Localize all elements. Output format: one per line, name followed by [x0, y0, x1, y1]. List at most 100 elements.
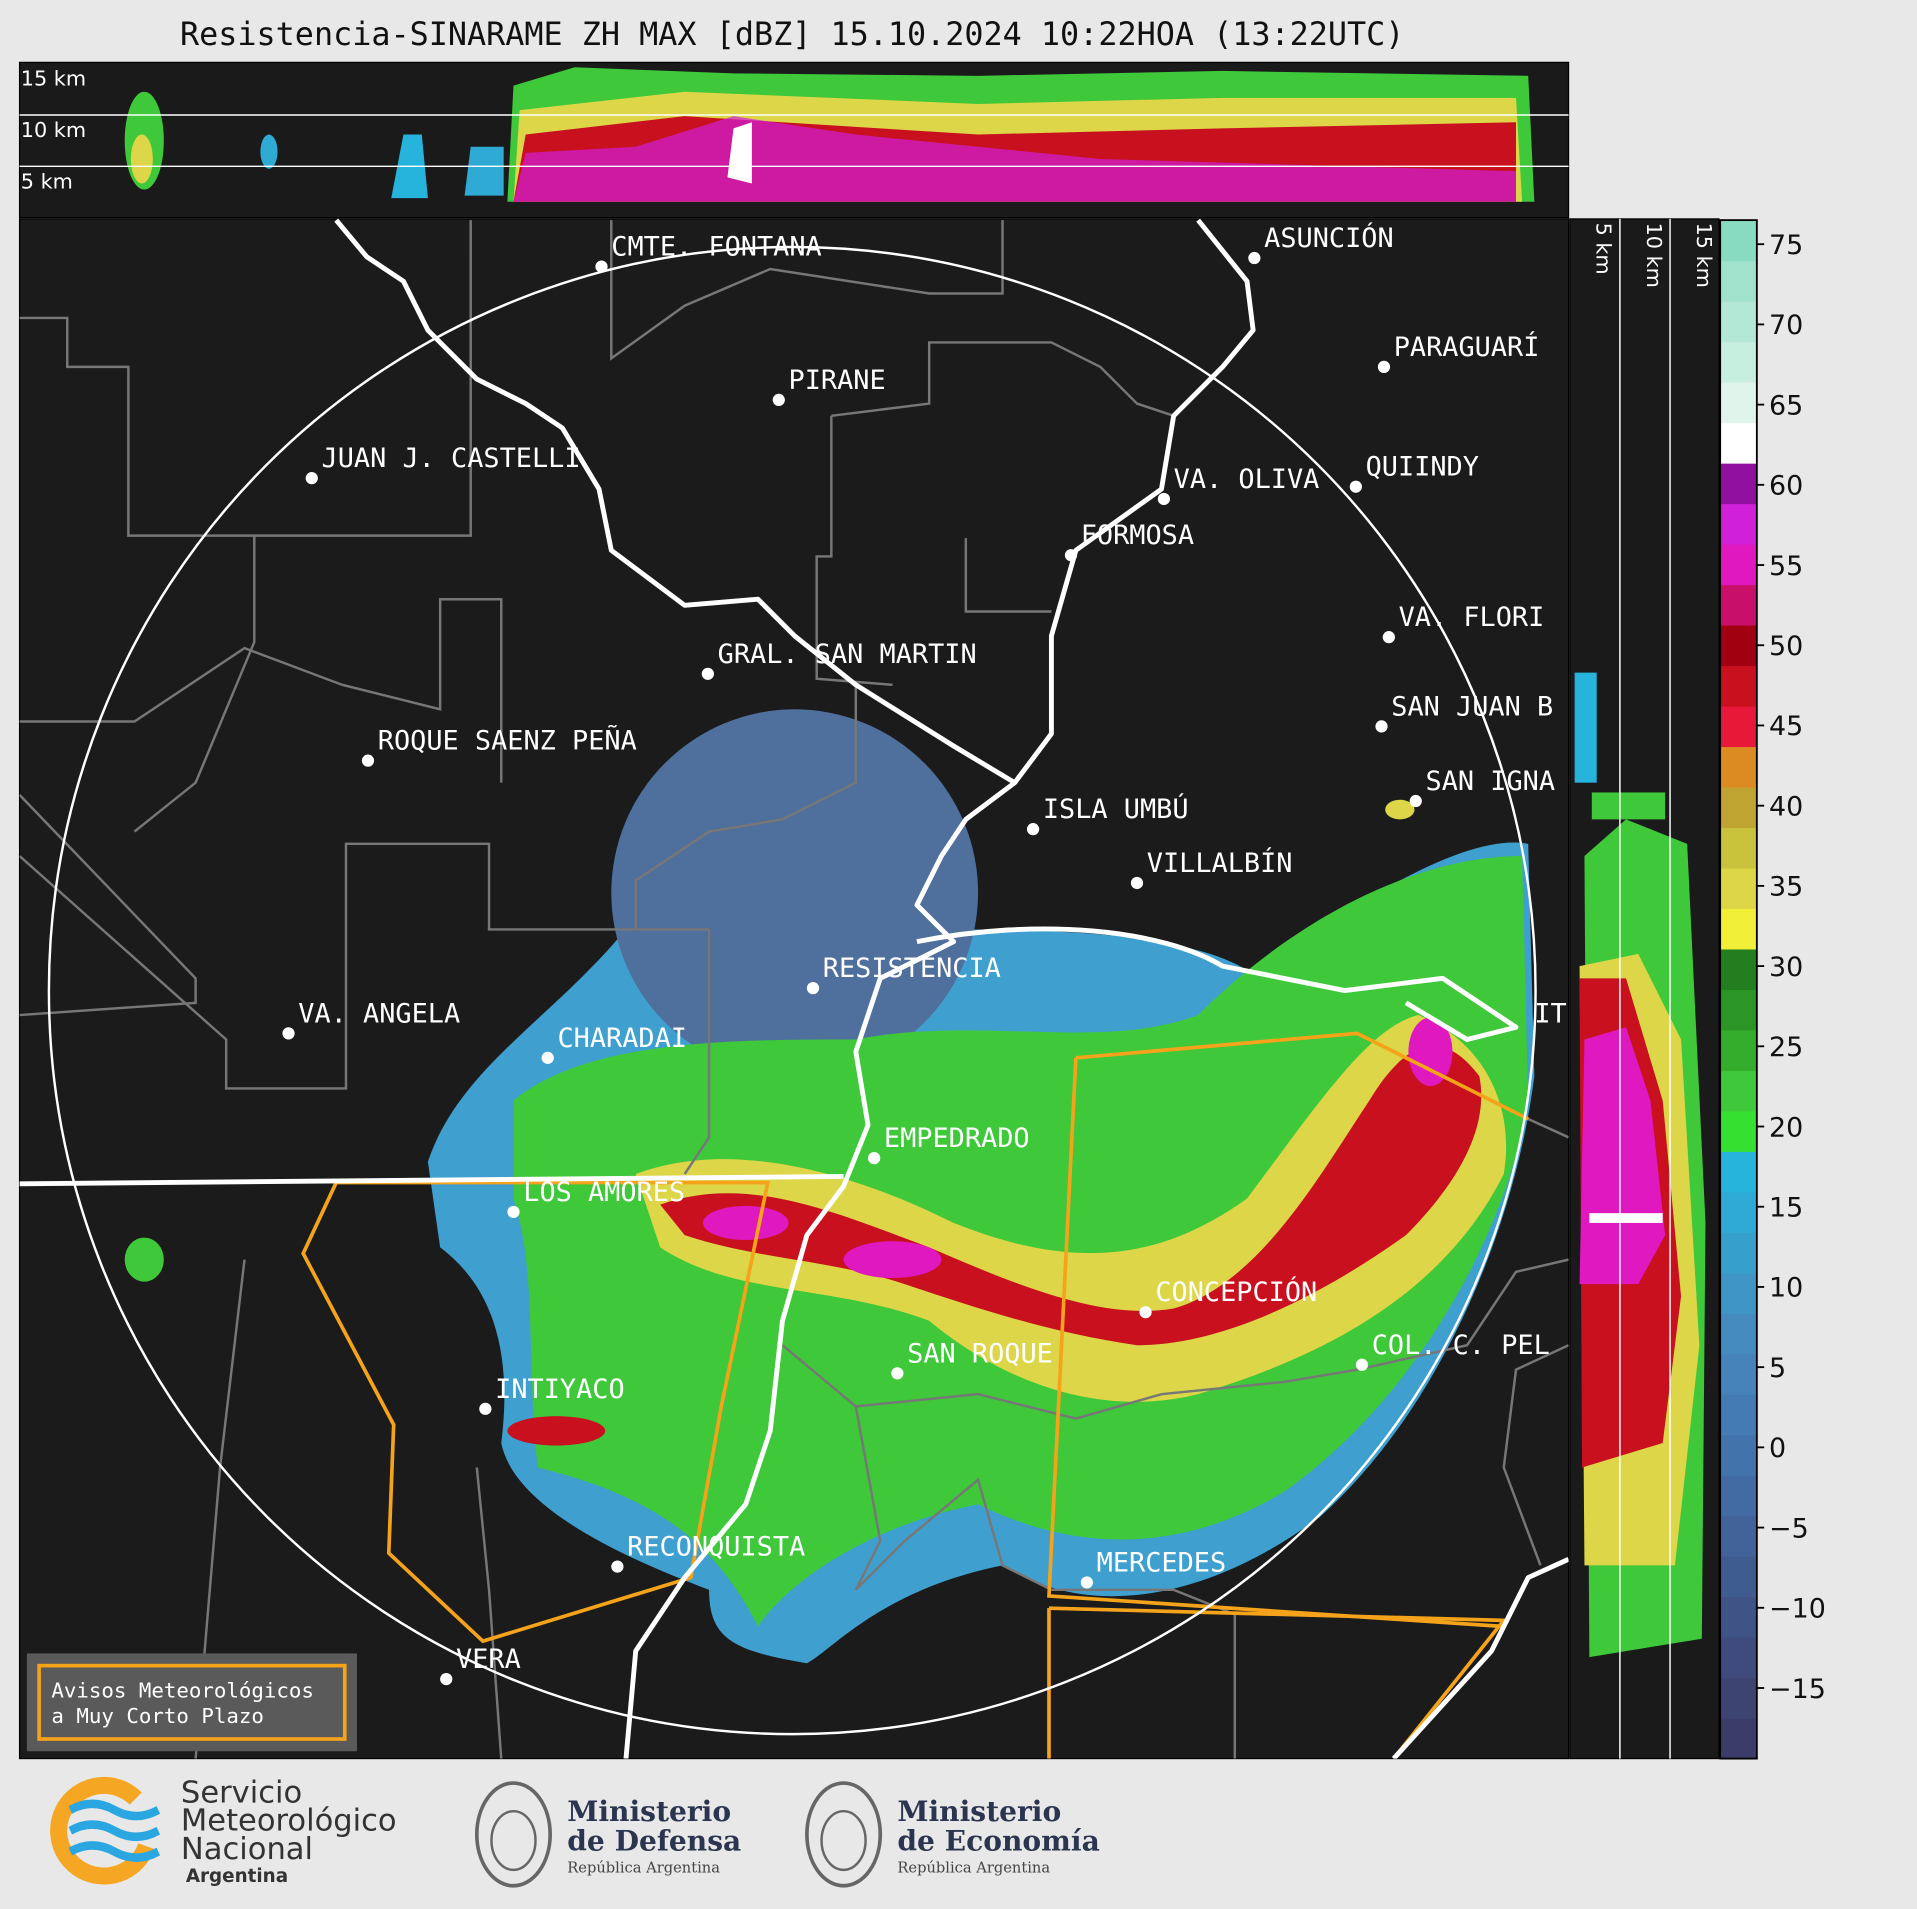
city-dot [701, 667, 714, 680]
colorbar-band [1720, 1556, 1757, 1598]
colorbar-tick-label: 5 [1769, 1353, 1786, 1384]
colorbar-tick-label: 10 [1769, 1273, 1803, 1304]
logo-text: de Defensa [567, 1824, 741, 1857]
warning-text: a Muy Corto Plazo [51, 1704, 264, 1728]
city-dot [1349, 480, 1362, 493]
city-label: LOS AMORES [523, 1177, 685, 1208]
city-dot [1377, 360, 1391, 373]
echo-yellow [130, 134, 153, 184]
logo-text: Servicio [181, 1776, 302, 1811]
echo-magenta [843, 1241, 942, 1278]
city-label: COL. C. PEL [1372, 1330, 1550, 1361]
echo-green [1591, 792, 1666, 820]
map: CMTE. FONTANA PIRANE JUAN J. CASTELLI ASUNC… [18, 218, 1570, 1760]
city-dot [1157, 492, 1171, 506]
city-dot [305, 472, 318, 485]
city-label: QUIINDY [1366, 452, 1479, 483]
colorbar-band [1720, 1110, 1757, 1152]
colorbar-band [1720, 1191, 1757, 1233]
colorbar-tick-label: 0 [1769, 1433, 1786, 1464]
warning-text: Avisos Meteorológicos [51, 1678, 314, 1702]
city-dot [1064, 549, 1078, 562]
seal [474, 1781, 552, 1888]
altitude-label: 10 km [1642, 223, 1666, 288]
city-label: GRAL. SAN MARTIN [718, 639, 977, 670]
echo-blue [464, 146, 504, 196]
logo-text: Ministerio [567, 1795, 731, 1828]
colorbar-tick-label: 55 [1769, 551, 1803, 582]
city-label: INTIYACO [495, 1374, 625, 1405]
colorbar-band [1720, 544, 1757, 586]
colorbar-tick-label: −5 [1769, 1513, 1809, 1544]
colorbar-band [1720, 1232, 1757, 1274]
colorbar-band [1720, 1029, 1757, 1071]
colorbar-tick-label: 35 [1769, 872, 1803, 903]
logo-text: República Argentina [897, 1859, 1050, 1876]
cities: CMTE. FONTANA PIRANE JUAN J. CASTELLI ASUNC… [282, 222, 1567, 1686]
colorbar-band [1720, 786, 1757, 829]
city-label: ISLA UMBÚ [1043, 793, 1189, 825]
city-label: CONCEPCIÓN [1155, 1276, 1317, 1308]
city-label: PIRANE [789, 365, 886, 396]
city-label: CMTE. FONTANA [611, 232, 821, 263]
colorbar-band [1720, 1677, 1757, 1719]
city-label: FORMOSA [1081, 520, 1194, 551]
borders [19, 220, 1569, 1759]
city-label: VA. FLORI [1399, 602, 1545, 633]
echo-green [124, 1237, 164, 1282]
city-label: VERA [456, 1644, 521, 1675]
colorbar-band [1720, 1272, 1757, 1314]
colorbar-band [1720, 746, 1757, 788]
colorbar-band [1720, 948, 1757, 990]
colorbar-band [1720, 584, 1757, 626]
city-dot [361, 754, 375, 767]
city-dot [891, 1367, 904, 1380]
city-dot [1355, 1358, 1369, 1371]
city-dot [1248, 251, 1261, 265]
echo-red [507, 1416, 606, 1446]
colorbar-tick-label: 45 [1769, 711, 1803, 742]
title: Resistencia-SINARAME ZH MAX [dBZ] 15.10.… [180, 16, 1404, 53]
right-cross-section: 5 km 10 km 15 km [1569, 218, 1720, 1760]
city-label: ROQUE SAENZ PEÑA [378, 725, 637, 757]
city-dot [479, 1402, 492, 1415]
colorbar-frame [1719, 219, 1758, 1760]
colorbar-band [1720, 1151, 1757, 1193]
colorbar-tick-label: 70 [1769, 310, 1803, 341]
city-dot [611, 1560, 624, 1573]
colorbar-tick-label: 30 [1769, 952, 1803, 983]
colorbar-tick-label: 60 [1769, 471, 1803, 502]
warning-areas [301, 1031, 1530, 1759]
city-dot [1080, 1576, 1093, 1589]
city-label: VILLALBÍN [1147, 847, 1293, 879]
city-label: CHARADAI [557, 1023, 687, 1054]
logo-text: Ministerio [897, 1795, 1061, 1828]
colorbar-band [1720, 705, 1757, 748]
city-label: SAN IGNA [1426, 766, 1556, 797]
colorbar-band [1720, 665, 1757, 707]
city-dot [1409, 794, 1422, 808]
top-cross-section: 15 km 10 km 5 km [18, 61, 1570, 219]
colorbar-band [1720, 1434, 1757, 1476]
city-dot [1382, 631, 1395, 644]
city-label: VA. ANGELA [298, 998, 460, 1029]
colorbar-tick-label: 50 [1769, 631, 1803, 662]
city-label: EMPEDRADO [884, 1123, 1030, 1154]
echo-magenta [513, 116, 1516, 202]
warning-box-border [37, 1663, 347, 1741]
colorbar-band [1720, 220, 1757, 262]
echo-white [727, 122, 752, 184]
city-dot [868, 1152, 881, 1165]
city-label: RESISTENCIA [823, 953, 1001, 984]
city-dot [1139, 1306, 1152, 1319]
city-label: PARAGUARÍ [1394, 331, 1540, 363]
smn-logo-waves [68, 1799, 161, 1862]
city-dot [595, 260, 608, 273]
footer: Servicio Meteorológico Nacional Argentin… [50, 1776, 1100, 1888]
colorbar-band [1720, 382, 1757, 424]
colorbar-band [1720, 260, 1757, 302]
colorbar-band [1720, 1637, 1757, 1679]
colorbar-band [1720, 827, 1757, 869]
colorbar-band [1720, 301, 1757, 343]
